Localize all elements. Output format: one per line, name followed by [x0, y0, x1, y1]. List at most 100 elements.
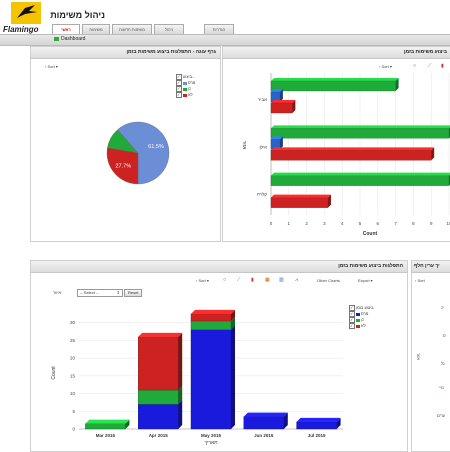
stack-sort-label: Sort [198, 278, 206, 283]
bar-chart-icon[interactable]: ▮ [251, 277, 254, 283]
legend-item[interactable]: ✓ מרס [349, 311, 373, 317]
stacked-chart-icon[interactable]: ▦ [265, 277, 270, 283]
legend-checkbox[interactable]: ✓ [349, 311, 355, 317]
bar-side [327, 194, 331, 208]
hbar-chart: 0 1 2 3 4 5 6 7 8 9 10 Count אזור אביר אילן קלרה [241, 73, 450, 237]
dashboard-label: Dashboard [61, 36, 86, 42]
tab-tasks[interactable]: משימות [82, 24, 110, 34]
reset-button[interactable]: Reset [124, 289, 143, 297]
legend-checkbox[interactable]: ✓ [349, 323, 355, 329]
area-chart-icon[interactable]: ⩘ [295, 277, 298, 283]
legend-title-row[interactable]: ✓ ביצוע בזמן [349, 305, 373, 311]
x-tick-label: Apr 2015 [149, 433, 169, 438]
x-tick-label: 5 [359, 221, 362, 226]
bar-side [178, 386, 183, 405]
bar-segment [296, 421, 337, 430]
legend-label: מרס [361, 311, 369, 316]
bar-chart-icon[interactable]: ▮ [441, 63, 444, 69]
main-tabs: ראשי משימות משימות חדשות ניהול הגדרות [52, 24, 236, 34]
bar-top [271, 100, 296, 103]
legend-item[interactable]: ✓ כן [176, 86, 195, 92]
area-select[interactable]: -- Select -- ⇕ [77, 289, 123, 297]
side-axis-label: אזור [416, 353, 421, 360]
legend-item[interactable]: ✓ כן [349, 317, 373, 323]
hbar-panel-title: ביצוע משימות בזמן [223, 47, 450, 59]
column-chart-icon[interactable]: ▥ [279, 277, 284, 283]
tab-manage[interactable]: ניהול [154, 24, 184, 34]
legend-item[interactable]: ✓ לא [176, 92, 195, 98]
bar-top [243, 412, 288, 417]
x-tick-label: Jun 2015 [254, 433, 274, 438]
legend-checkbox[interactable]: ✓ [349, 305, 355, 311]
bar-side [231, 325, 235, 429]
radio-icon[interactable]: ○ [223, 277, 227, 283]
x-axis-label: תאריך [204, 440, 218, 446]
legend-item[interactable]: ✓ לא [349, 323, 373, 329]
bar-top [138, 332, 183, 337]
dashboard-link[interactable]: Dashboard [54, 36, 85, 42]
stack-plot: 0 5 10 15 20 25 30 Count תאריך Mar 2015 Apr 2015 Ma… [51, 309, 343, 446]
bar-top [271, 172, 450, 176]
bar-side [336, 417, 341, 429]
side-sort-button[interactable]: › Sort [415, 278, 425, 283]
bar-segment [137, 403, 179, 430]
x-tick-label: 6 [377, 221, 380, 226]
x-tick-label: 1 [288, 221, 291, 226]
x-tick-label: 8 [412, 221, 415, 226]
legend-checkbox[interactable]: ✓ [349, 317, 355, 323]
app-header: Flamingo ניהול משימות ראשי משימות משימות… [0, 0, 450, 34]
x-tick-label: 2 [305, 221, 308, 226]
legend-label: כן [361, 317, 365, 322]
tab-new-tasks[interactable]: משימות חדשות [112, 24, 152, 34]
bar [270, 175, 450, 186]
export-button[interactable]: Export ▾ [358, 278, 373, 283]
other-charts-button[interactable]: Other Charts [317, 278, 340, 283]
line-chart-icon[interactable]: ⟋ [428, 63, 432, 69]
bar-top [271, 125, 450, 129]
bar-segment [190, 320, 232, 330]
side-row-label: נל [441, 361, 445, 366]
tab-settings[interactable]: הגדרות [204, 24, 234, 34]
side-sort-label: Sort [417, 278, 425, 283]
hbar-panel: ביצוע משימות בזמן › Sort ▾ ○ ⟋ ▮ 0 1 2 3 4 5 6… [222, 46, 450, 242]
legend-swatch [183, 87, 187, 91]
pie-sort-button[interactable]: › Sort ▾ [45, 64, 58, 69]
bar-segment [190, 313, 232, 322]
legend-checkbox[interactable]: ✓ [176, 80, 182, 86]
line-chart-icon[interactable]: ⟋ [237, 277, 241, 283]
legend-checkbox[interactable]: ✓ [176, 86, 182, 92]
stack-panel: התפלגות ביצוע משימות בזמן › Sort ▾ ○ ⟋ ▮… [30, 260, 408, 452]
hbar-sort-button[interactable]: › Sort ▾ [379, 64, 392, 69]
x-tick-label: 9 [430, 221, 433, 226]
y-axis-label: Count [51, 366, 57, 380]
legend-label: לא [188, 92, 193, 97]
tab-home[interactable]: ראשי [52, 24, 80, 34]
side-row-label: ס [443, 333, 446, 338]
legend-item[interactable]: ✓ מרס [176, 80, 195, 86]
legend-swatch [356, 318, 360, 322]
bar-side [231, 309, 235, 321]
x-tick-label: 10 [446, 221, 450, 226]
legend-title-row[interactable]: ✓ ביצוע... [176, 74, 195, 80]
legend-checkbox[interactable]: ✓ [176, 74, 182, 80]
y-tick-label: אביר [258, 97, 267, 102]
side-row-label: יכ [441, 305, 445, 310]
legend-swatch [183, 93, 187, 97]
legend-label: לא [361, 323, 366, 328]
bar-side [125, 419, 130, 429]
legend-swatch [356, 324, 360, 328]
stack-sort-button[interactable]: › Sort ▾ [196, 278, 209, 283]
pie-sort-label: Sort [47, 64, 55, 69]
bar [270, 197, 329, 208]
bar [270, 102, 293, 114]
legend-checkbox[interactable]: ✓ [176, 92, 182, 98]
bar [270, 128, 450, 139]
y-tick-label: 25 [70, 338, 76, 343]
x-axis-label: Count [363, 231, 378, 237]
x-tick-label: May 2015 [201, 433, 222, 438]
bar-side [292, 100, 296, 113]
bar-segment [243, 416, 285, 430]
x-tick-label: 4 [341, 221, 344, 226]
radio-icon[interactable]: ○ [413, 63, 417, 69]
y-tick-label: קלרה [257, 192, 268, 197]
